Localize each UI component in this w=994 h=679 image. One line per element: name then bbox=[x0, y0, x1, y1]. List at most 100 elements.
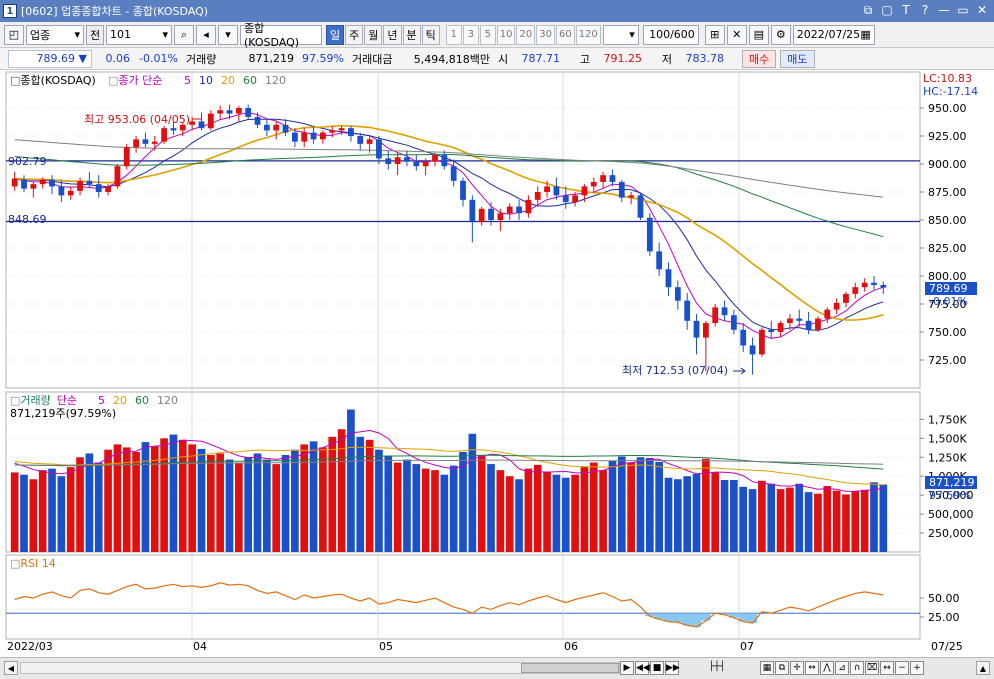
x-axis-label: 07/25 bbox=[931, 640, 963, 653]
maximize-icon[interactable]: ▭ bbox=[957, 3, 969, 17]
volume-bar bbox=[76, 457, 84, 552]
scroll-left-icon[interactable]: ◀ bbox=[4, 661, 18, 675]
ma-line-20 bbox=[14, 124, 884, 321]
volume-bar bbox=[440, 474, 449, 552]
buy-button[interactable]: 매수 bbox=[742, 49, 777, 68]
scroll-right-icon[interactable]: ▲ bbox=[976, 661, 990, 675]
interval-3-button[interactable]: 3 bbox=[462, 24, 479, 45]
zoom-fit-icon[interactable]: ⌧ bbox=[865, 661, 879, 675]
help-icon[interactable]: T bbox=[902, 3, 910, 17]
hline1-label: 902.79 bbox=[8, 155, 47, 168]
options-icon[interactable]: ▾ bbox=[218, 24, 238, 45]
volume-bar bbox=[842, 494, 850, 552]
search-icon[interactable]: ⌕ bbox=[174, 24, 194, 45]
volume-bar bbox=[225, 459, 234, 552]
speaker-icon[interactable]: ◂ bbox=[196, 24, 216, 45]
count-input[interactable]: 100/600 bbox=[642, 24, 699, 45]
candle-body bbox=[656, 251, 663, 270]
last-volume-tag bbox=[925, 476, 977, 489]
grid-view-icon[interactable]: ▦ bbox=[760, 661, 774, 675]
crosshair-icon[interactable]: ✛ bbox=[790, 661, 804, 675]
volume-ma-lines bbox=[14, 429, 884, 492]
period-4-button[interactable]: 분 bbox=[402, 24, 421, 45]
candle-body bbox=[86, 180, 93, 185]
interval-30-button[interactable]: 30 bbox=[536, 24, 555, 45]
date-picker[interactable]: 2022/07/25 ▦ bbox=[792, 24, 875, 45]
save-icon[interactable]: ▤ bbox=[748, 24, 769, 45]
zoom-in-icon[interactable]: + bbox=[910, 661, 924, 675]
zoom-out-icon[interactable]: − bbox=[895, 661, 909, 675]
candle-body bbox=[338, 128, 345, 131]
rsi-line bbox=[14, 582, 884, 628]
candle-body bbox=[320, 132, 326, 140]
link-icon[interactable]: ⧉ bbox=[863, 3, 873, 17]
forward-icon[interactable]: ▶▶ bbox=[665, 661, 680, 675]
interval-20-button[interactable]: 20 bbox=[516, 24, 536, 45]
candle-body bbox=[366, 139, 373, 144]
play-icon[interactable]: ▶ bbox=[620, 661, 634, 675]
rewind-icon[interactable]: ◀◀ bbox=[635, 661, 650, 675]
volume-bar bbox=[571, 474, 579, 552]
volume-bars bbox=[10, 409, 888, 552]
period-2-button[interactable]: 월 bbox=[364, 24, 383, 45]
settings-icon[interactable]: ⚙ bbox=[770, 24, 791, 45]
candle-body bbox=[460, 180, 466, 200]
close-icon[interactable]: ✕ bbox=[976, 3, 988, 17]
low-value: 783.78 bbox=[685, 52, 725, 65]
stop-icon[interactable]: ■ bbox=[650, 661, 664, 675]
volume-bar bbox=[384, 456, 393, 552]
candle-body bbox=[329, 130, 336, 133]
magnet-icon[interactable]: ∩ bbox=[850, 661, 864, 675]
prev-button[interactable]: 전 bbox=[86, 24, 104, 45]
candle-body bbox=[871, 282, 877, 285]
volume-bar bbox=[141, 442, 150, 552]
period-1-button[interactable]: 주 bbox=[345, 24, 364, 45]
volume-bar bbox=[85, 453, 94, 552]
scroll-track[interactable] bbox=[20, 662, 620, 674]
split-icon[interactable]: ↔ bbox=[880, 661, 894, 675]
min-price-label: 최저 712.53 (07/04) bbox=[622, 364, 728, 377]
candle-body bbox=[282, 124, 289, 133]
pan-icon[interactable]: ⇔ bbox=[805, 661, 819, 675]
sell-button[interactable]: 매도 bbox=[780, 49, 815, 68]
volume-bar bbox=[459, 451, 467, 552]
zoom-slider[interactable]: ├┼┤ bbox=[708, 662, 726, 672]
volume-bar bbox=[814, 493, 822, 552]
ruler-icon[interactable]: ⊿ bbox=[835, 661, 849, 675]
playback-controls: ▶ ◀◀ ■ ▶▶ bbox=[620, 661, 680, 675]
volume-bar bbox=[132, 451, 140, 552]
code-input[interactable]: 101 ▾ bbox=[106, 24, 172, 45]
minimize-icon[interactable]: — bbox=[938, 3, 950, 17]
period-3-button[interactable]: 년 bbox=[383, 24, 402, 45]
volume-tick-label: 250,000 bbox=[928, 527, 974, 540]
interval-5-button[interactable]: 5 bbox=[479, 24, 496, 45]
high-label: 고 bbox=[579, 52, 590, 66]
question-icon[interactable]: ? bbox=[921, 3, 929, 17]
period-5-button[interactable]: 틱 bbox=[421, 24, 440, 45]
volume-bar bbox=[281, 454, 290, 552]
candle-body bbox=[824, 309, 831, 319]
volume-bar bbox=[188, 444, 196, 552]
ma-legend-5: 5 bbox=[184, 74, 191, 87]
interval-120-button[interactable]: 120 bbox=[575, 24, 601, 45]
volume-bar bbox=[645, 458, 654, 552]
interval-10-button[interactable]: 10 bbox=[496, 24, 516, 45]
volume-bar bbox=[879, 484, 888, 552]
draw-tool-icon[interactable]: ✕ bbox=[726, 24, 747, 45]
interval-60-button[interactable]: 60 bbox=[555, 24, 575, 45]
scroll-thumb[interactable] bbox=[521, 663, 619, 673]
trend-icon[interactable]: ⋀ bbox=[820, 661, 834, 675]
period-0-button[interactable]: 일 bbox=[326, 24, 345, 45]
chart-canvas[interactable]: 950.00 925.00 900.00 875.00 850.00 825.00 800.… bbox=[0, 70, 994, 657]
interval-1-button[interactable]: 1 bbox=[445, 24, 462, 45]
amount-label: 거래대금 bbox=[352, 52, 393, 66]
restore-icon[interactable]: ▢ bbox=[881, 3, 893, 17]
interval-input[interactable]: ▾ bbox=[602, 24, 639, 45]
last-volume-tag-value: 871,219 bbox=[929, 476, 975, 489]
indicator-icon[interactable]: ⊞ bbox=[704, 24, 725, 45]
market-select[interactable]: 업종 ▾ bbox=[26, 24, 84, 45]
compare-icon[interactable]: ⧉ bbox=[775, 661, 789, 675]
chart-menu-icon[interactable]: ◰ bbox=[4, 24, 24, 45]
volume-bar bbox=[10, 472, 19, 552]
candle-body bbox=[207, 113, 214, 129]
